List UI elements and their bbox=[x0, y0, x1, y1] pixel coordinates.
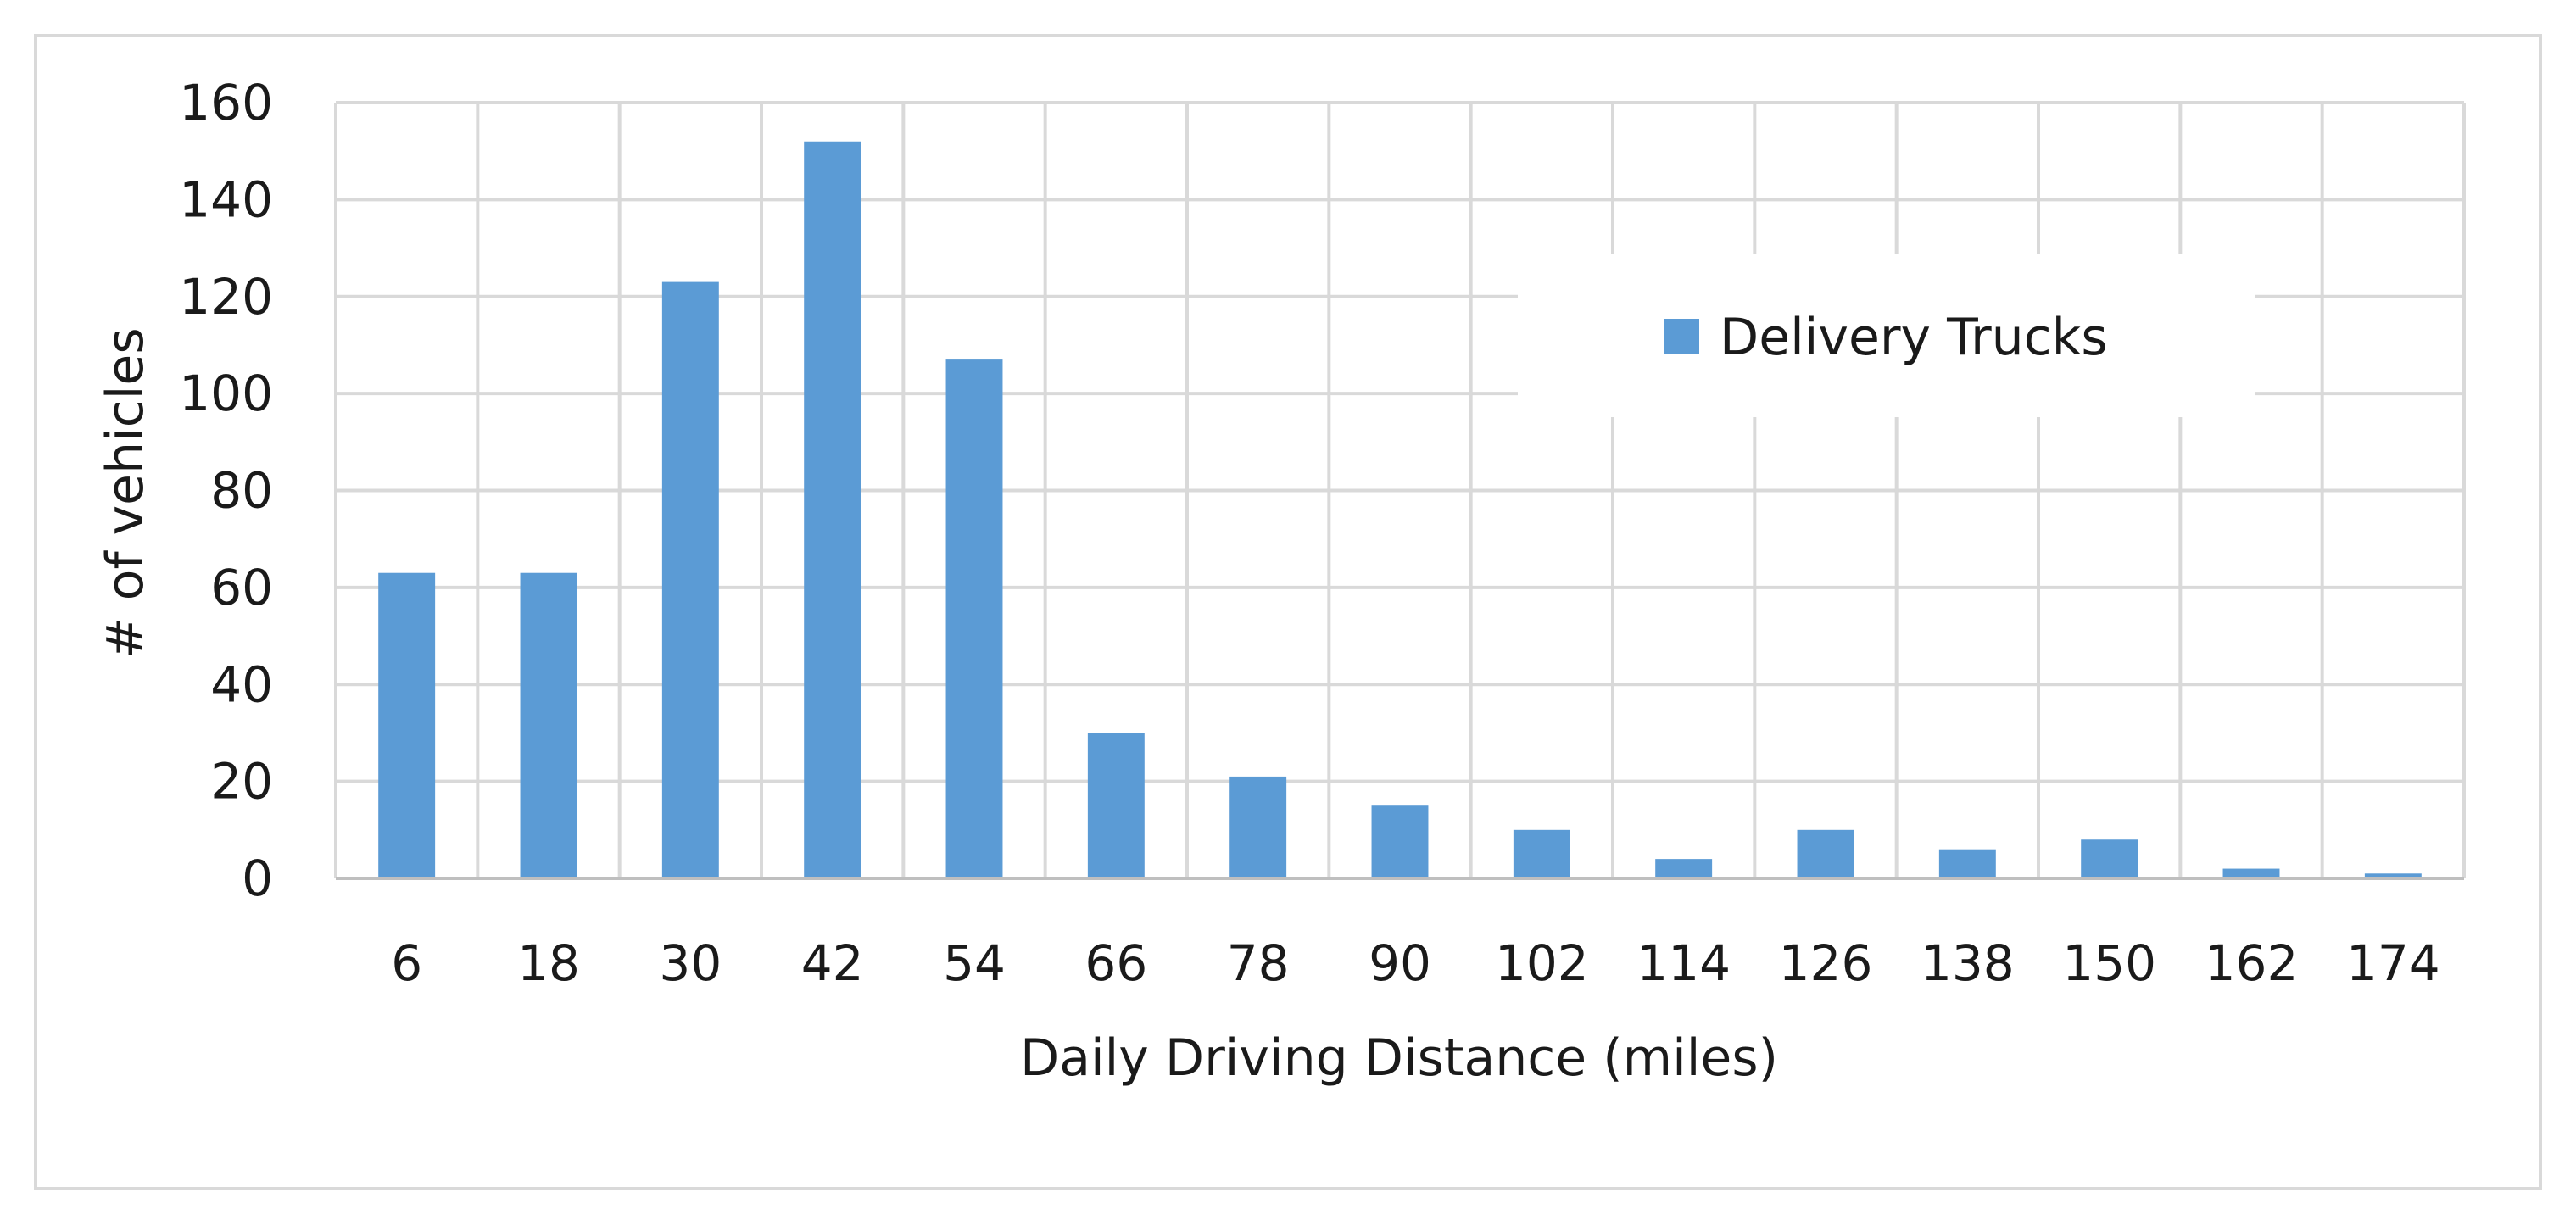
y-tick-label-20: 20 bbox=[210, 753, 273, 811]
x-tick-label-66: 66 bbox=[1084, 934, 1147, 992]
x-tick-label-42: 42 bbox=[801, 934, 864, 992]
bar-90 bbox=[1371, 805, 1429, 878]
y-tick-label-60: 60 bbox=[210, 559, 273, 616]
y-tick-label-0: 0 bbox=[242, 850, 273, 907]
x-tick-label-162: 162 bbox=[2205, 934, 2299, 992]
x-tick-labels: 6 18 30 42 54 66 78 90 102 114 126 138 150 162 174 bbox=[391, 934, 2439, 992]
y-tick-label-160: 160 bbox=[179, 74, 273, 131]
y-tick-label-140: 140 bbox=[179, 170, 273, 228]
bar-126 bbox=[1797, 829, 1854, 878]
y-tick-label-120: 120 bbox=[179, 268, 273, 326]
bar-114 bbox=[1655, 859, 1713, 878]
x-tick-label-90: 90 bbox=[1369, 934, 1431, 992]
x-tick-label-138: 138 bbox=[1921, 934, 2015, 992]
legend-label-delivery-trucks: Delivery Trucks bbox=[1720, 308, 2108, 367]
bar-138 bbox=[1938, 849, 1996, 878]
x-axis-title: Daily Driving Distance (miles) bbox=[1020, 1028, 1778, 1088]
bar-150 bbox=[2081, 839, 2138, 878]
y-axis-title: # of vehicles bbox=[96, 327, 155, 659]
bar-162 bbox=[2222, 868, 2280, 878]
bar-6 bbox=[378, 572, 436, 878]
bar-42 bbox=[804, 141, 861, 878]
y-tick-label-40: 40 bbox=[210, 655, 273, 713]
x-tick-label-6: 6 bbox=[391, 934, 422, 992]
legend-swatch-delivery-trucks bbox=[1664, 319, 1699, 354]
bar-18 bbox=[520, 572, 577, 878]
y-tick-label-80: 80 bbox=[210, 462, 273, 520]
chart-border bbox=[34, 34, 2542, 1190]
legend: Delivery Trucks bbox=[1518, 254, 2255, 417]
bar-174 bbox=[2364, 873, 2422, 878]
y-tick-labels: 0 20 40 60 80 100 120 140 160 bbox=[179, 74, 273, 907]
bar-78 bbox=[1229, 776, 1287, 878]
x-tick-label-78: 78 bbox=[1227, 934, 1290, 992]
x-tick-label-54: 54 bbox=[943, 934, 1006, 992]
bar-30 bbox=[661, 281, 719, 878]
x-tick-label-102: 102 bbox=[1495, 934, 1589, 992]
x-tick-label-30: 30 bbox=[659, 934, 722, 992]
x-tick-label-114: 114 bbox=[1636, 934, 1731, 992]
x-tick-label-174: 174 bbox=[2346, 934, 2440, 992]
bar-66 bbox=[1087, 733, 1145, 878]
legend-box bbox=[1518, 254, 2255, 417]
y-tick-label-100: 100 bbox=[179, 365, 273, 422]
x-tick-label-150: 150 bbox=[2062, 934, 2156, 992]
x-tick-label-126: 126 bbox=[1779, 934, 1873, 992]
bar-54 bbox=[945, 359, 1003, 878]
bar-102 bbox=[1513, 829, 1570, 878]
x-tick-label-18: 18 bbox=[517, 934, 580, 992]
bars bbox=[378, 141, 2422, 878]
